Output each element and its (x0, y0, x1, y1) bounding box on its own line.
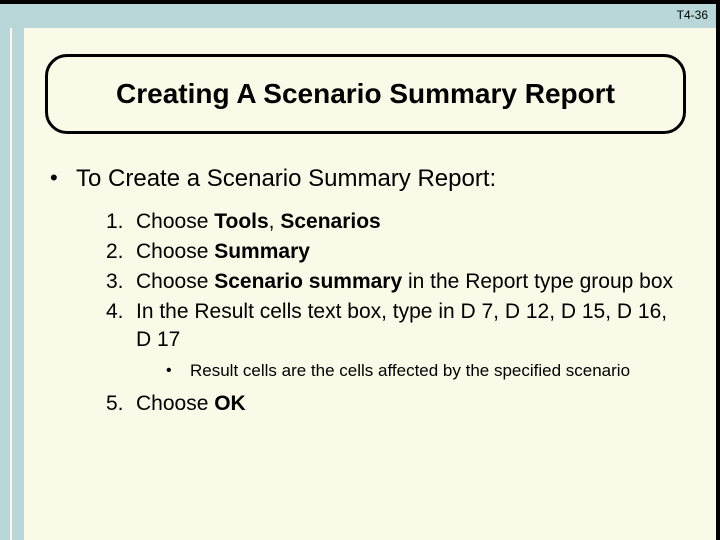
sub-bullet-text: Result cells are the cells affected by t… (190, 360, 630, 382)
step-text: Choose Scenario summary in the Report ty… (136, 268, 673, 296)
list-item: 3. Choose Scenario summary in the Report… (106, 268, 686, 296)
text-span: Choose (136, 240, 214, 263)
bullet-icon: • (166, 360, 190, 382)
step-text: Choose OK (136, 390, 246, 418)
title-box: Creating A Scenario Summary Report (45, 54, 686, 134)
bold-term: OK (214, 392, 246, 415)
content-area: • To Create a Scenario Summary Report: 1… (50, 164, 686, 420)
bold-term: Scenario summary (214, 270, 402, 293)
bold-term: Scenarios (280, 210, 380, 233)
intro-row: • To Create a Scenario Summary Report: (50, 164, 686, 194)
step-text: In the Result cells text box, type in D … (136, 298, 686, 354)
bullet-icon: • (50, 164, 76, 192)
list-item: 4. In the Result cells text box, type in… (106, 298, 686, 354)
steps-list: 1. Choose Tools, Scenarios 2. Choose Sum… (106, 208, 686, 418)
step-text: Choose Summary (136, 238, 310, 266)
step-number: 1. (106, 208, 136, 236)
text-span: Choose (136, 210, 214, 233)
list-item: 1. Choose Tools, Scenarios (106, 208, 686, 236)
list-item: 5. Choose OK (106, 390, 686, 418)
text-span: Choose (136, 392, 214, 415)
text-span: in the Report type group box (402, 270, 673, 293)
slide-container: T4-36 Creating A Scenario Summary Report… (0, 0, 720, 540)
side-accent-bar (0, 28, 24, 540)
step-number: 2. (106, 238, 136, 266)
step-number: 5. (106, 390, 136, 418)
intro-text: To Create a Scenario Summary Report: (76, 164, 496, 194)
bold-term: Summary (214, 240, 310, 263)
step-number: 4. (106, 298, 136, 326)
text-span: Choose (136, 270, 214, 293)
step-text: Choose Tools, Scenarios (136, 208, 381, 236)
top-accent-bar: T4-36 (0, 4, 716, 28)
bold-term: Tools (214, 210, 268, 233)
sub-bullet-row: • Result cells are the cells affected by… (166, 360, 686, 382)
text-span: , (269, 210, 281, 233)
slide-title: Creating A Scenario Summary Report (116, 78, 615, 110)
step-number: 3. (106, 268, 136, 296)
page-number: T4-36 (677, 8, 708, 22)
list-item: 2. Choose Summary (106, 238, 686, 266)
